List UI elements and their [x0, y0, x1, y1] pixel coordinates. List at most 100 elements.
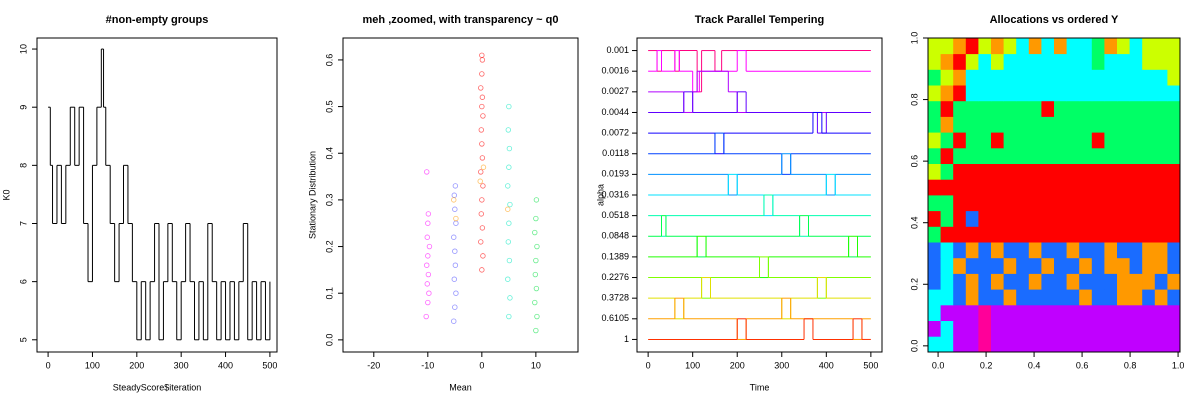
heat-cell — [1142, 210, 1156, 227]
point — [478, 85, 484, 91]
heat-cell — [1091, 242, 1105, 259]
heat-cell — [991, 289, 1004, 306]
heat-cell — [1154, 132, 1168, 149]
heat-cell — [1142, 85, 1156, 102]
heat-cell — [1016, 132, 1030, 149]
heat-cell — [1016, 38, 1030, 55]
point — [425, 271, 432, 278]
heat-cell — [1129, 226, 1143, 243]
panel-title: Allocations vs ordered Y — [990, 14, 1119, 26]
y-tick-label: 1 — [624, 334, 629, 344]
heat-cell — [1154, 210, 1168, 227]
heat-cell — [1142, 289, 1156, 306]
heat-cell — [1003, 226, 1017, 243]
heat-cell — [940, 38, 954, 55]
point — [452, 304, 458, 310]
heat-cell — [953, 147, 967, 164]
heat-cell — [991, 38, 1004, 55]
heat-cell — [1041, 195, 1055, 212]
heat-cell — [953, 210, 967, 227]
heat-cell — [978, 242, 992, 259]
heat-cell — [978, 147, 992, 164]
heat-cell — [940, 242, 954, 259]
heat-cell — [1104, 132, 1118, 149]
heat-cell — [1142, 179, 1156, 196]
y-tick-label: 0.2276 — [601, 272, 629, 282]
heat-cell — [940, 210, 954, 227]
heat-cell — [928, 304, 941, 321]
heat-cell — [1028, 289, 1042, 306]
y-tick-label: 0.0072 — [601, 127, 629, 137]
x-tick-label: 500 — [262, 360, 277, 370]
heat-cell — [928, 242, 941, 259]
heat-cell — [940, 53, 954, 70]
y-tick-label: 1.0 — [909, 32, 919, 45]
heat-cell — [1079, 147, 1093, 164]
heat-cell — [928, 336, 941, 353]
heat-cell — [1028, 116, 1042, 133]
heat-cell — [1117, 179, 1130, 196]
heat-cell — [928, 195, 941, 212]
heat-cell — [928, 320, 941, 337]
point — [534, 313, 540, 320]
heat-cell — [1142, 69, 1156, 86]
heat-cell — [978, 304, 992, 321]
heat-cell — [953, 116, 967, 133]
y-tick-label: 7 — [18, 221, 28, 226]
heat-cell — [965, 289, 979, 306]
heat-cell — [1028, 100, 1042, 117]
heat-cell — [1091, 257, 1105, 274]
heat-cell — [1154, 116, 1168, 133]
heat-cell — [1054, 69, 1067, 86]
heat-cell — [978, 336, 992, 353]
heat-cell — [940, 289, 954, 306]
heat-cell — [1104, 210, 1118, 227]
heat-cell — [1028, 195, 1042, 212]
point — [426, 290, 432, 296]
heat-cell — [1142, 195, 1156, 212]
heat-cell — [1167, 53, 1181, 70]
heat-cell — [1104, 195, 1118, 212]
heat-cell — [1028, 163, 1042, 180]
heat-cell — [1028, 273, 1042, 290]
heat-cell — [978, 163, 992, 180]
heat-cell — [991, 147, 1004, 164]
heat-cell — [1167, 116, 1181, 133]
heat-cell — [1041, 132, 1055, 149]
heat-cell — [1104, 163, 1118, 180]
heat-cell — [1167, 147, 1181, 164]
point — [451, 318, 457, 324]
point — [452, 183, 459, 189]
point — [423, 313, 429, 320]
y-tick-label: 0.0193 — [601, 169, 629, 179]
y-tick-label: 0.5 — [324, 100, 334, 113]
point — [506, 145, 513, 152]
heat-cell — [1079, 179, 1093, 196]
heat-cell — [1041, 226, 1055, 243]
heat-cell — [1142, 53, 1156, 70]
heat-cell — [940, 195, 954, 212]
heat-cell — [1091, 132, 1105, 149]
point — [452, 262, 459, 268]
point — [424, 262, 430, 268]
y-tick-label: 0.4 — [909, 216, 919, 229]
y-tick-label: 0.0848 — [601, 231, 629, 241]
heat-cell — [991, 304, 1004, 321]
heat-cell — [1003, 116, 1017, 133]
point — [533, 327, 539, 334]
heat-cell — [1003, 38, 1017, 55]
heat-cell — [1167, 100, 1181, 117]
point — [480, 253, 486, 259]
heat-cell — [1167, 336, 1181, 353]
heat-cell — [928, 289, 941, 306]
heat-cell — [1028, 132, 1042, 149]
heat-cell — [1104, 336, 1118, 353]
heat-cell — [1066, 100, 1080, 117]
heat-cell — [1104, 257, 1118, 274]
heat-cell — [1129, 38, 1143, 55]
heat-cell — [1117, 53, 1130, 70]
heat-cell — [1054, 289, 1067, 306]
y-tick-label: 0.8 — [909, 93, 919, 106]
heat-cell — [1079, 242, 1093, 259]
heat-cell — [940, 179, 954, 196]
